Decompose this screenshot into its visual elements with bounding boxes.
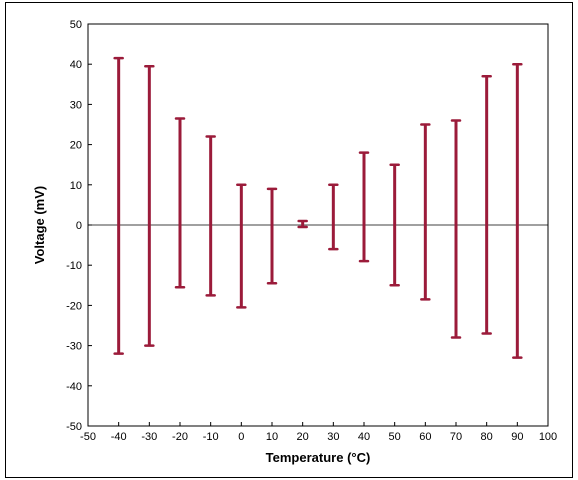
error-bar (420, 123, 431, 301)
error-bar (205, 135, 216, 297)
x-tick-label: -20 (172, 431, 188, 443)
x-tick-label: 70 (450, 431, 462, 443)
y-tick-label: -30 (66, 341, 82, 353)
y-axis-title: Voltage (mV) (32, 186, 47, 265)
x-axis-title: Temperature (°C) (266, 450, 371, 465)
y-tick-label: 30 (70, 99, 82, 111)
y-tick-label: 40 (70, 59, 82, 71)
x-tick-label: 60 (419, 431, 431, 443)
y-tick-label: 20 (70, 140, 82, 152)
y-tick-label: -40 (66, 381, 82, 393)
x-tick-label: 100 (539, 431, 557, 443)
error-bar (450, 119, 462, 339)
x-tick-label: -30 (141, 431, 157, 443)
error-bar (174, 117, 186, 289)
error-bars (113, 56, 523, 359)
y-tick-label: 0 (76, 220, 82, 232)
error-bar (297, 219, 308, 229)
error-bar (266, 187, 278, 285)
x-tick-label: 10 (266, 431, 278, 443)
y-tick-label: 10 (70, 180, 82, 192)
error-bar (113, 56, 124, 355)
y-tick-label: -10 (66, 260, 82, 272)
x-tick-label: -10 (203, 431, 219, 443)
x-tick-label: 0 (238, 431, 244, 443)
x-tick-label: -40 (111, 431, 127, 443)
x-tick-label: 90 (511, 431, 523, 443)
y-tick-label: -20 (66, 300, 82, 312)
error-bar (144, 64, 155, 347)
chart-frame (5, 2, 573, 478)
x-tick-label: 20 (297, 431, 309, 443)
error-bar (328, 183, 339, 251)
x-tick-label: -50 (80, 431, 96, 443)
error-bar (389, 163, 400, 287)
x-axis: -50 -40 -30 -20 -10 0 10 20 30 40 50 60 70 80 90 100 (80, 422, 557, 443)
error-bar (512, 62, 523, 359)
x-tick-label: 80 (481, 431, 493, 443)
error-bar (481, 75, 492, 335)
error-bar (358, 151, 370, 263)
x-tick-label: 40 (358, 431, 370, 443)
y-axis: -50 -40 -30 -20 -10 0 10 20 30 40 50 (66, 19, 92, 433)
x-tick-label: 50 (389, 431, 401, 443)
x-tick-label: 30 (327, 431, 339, 443)
y-tick-label: 50 (70, 19, 82, 31)
y-tick-label: -50 (66, 421, 82, 433)
error-bar (236, 183, 247, 309)
